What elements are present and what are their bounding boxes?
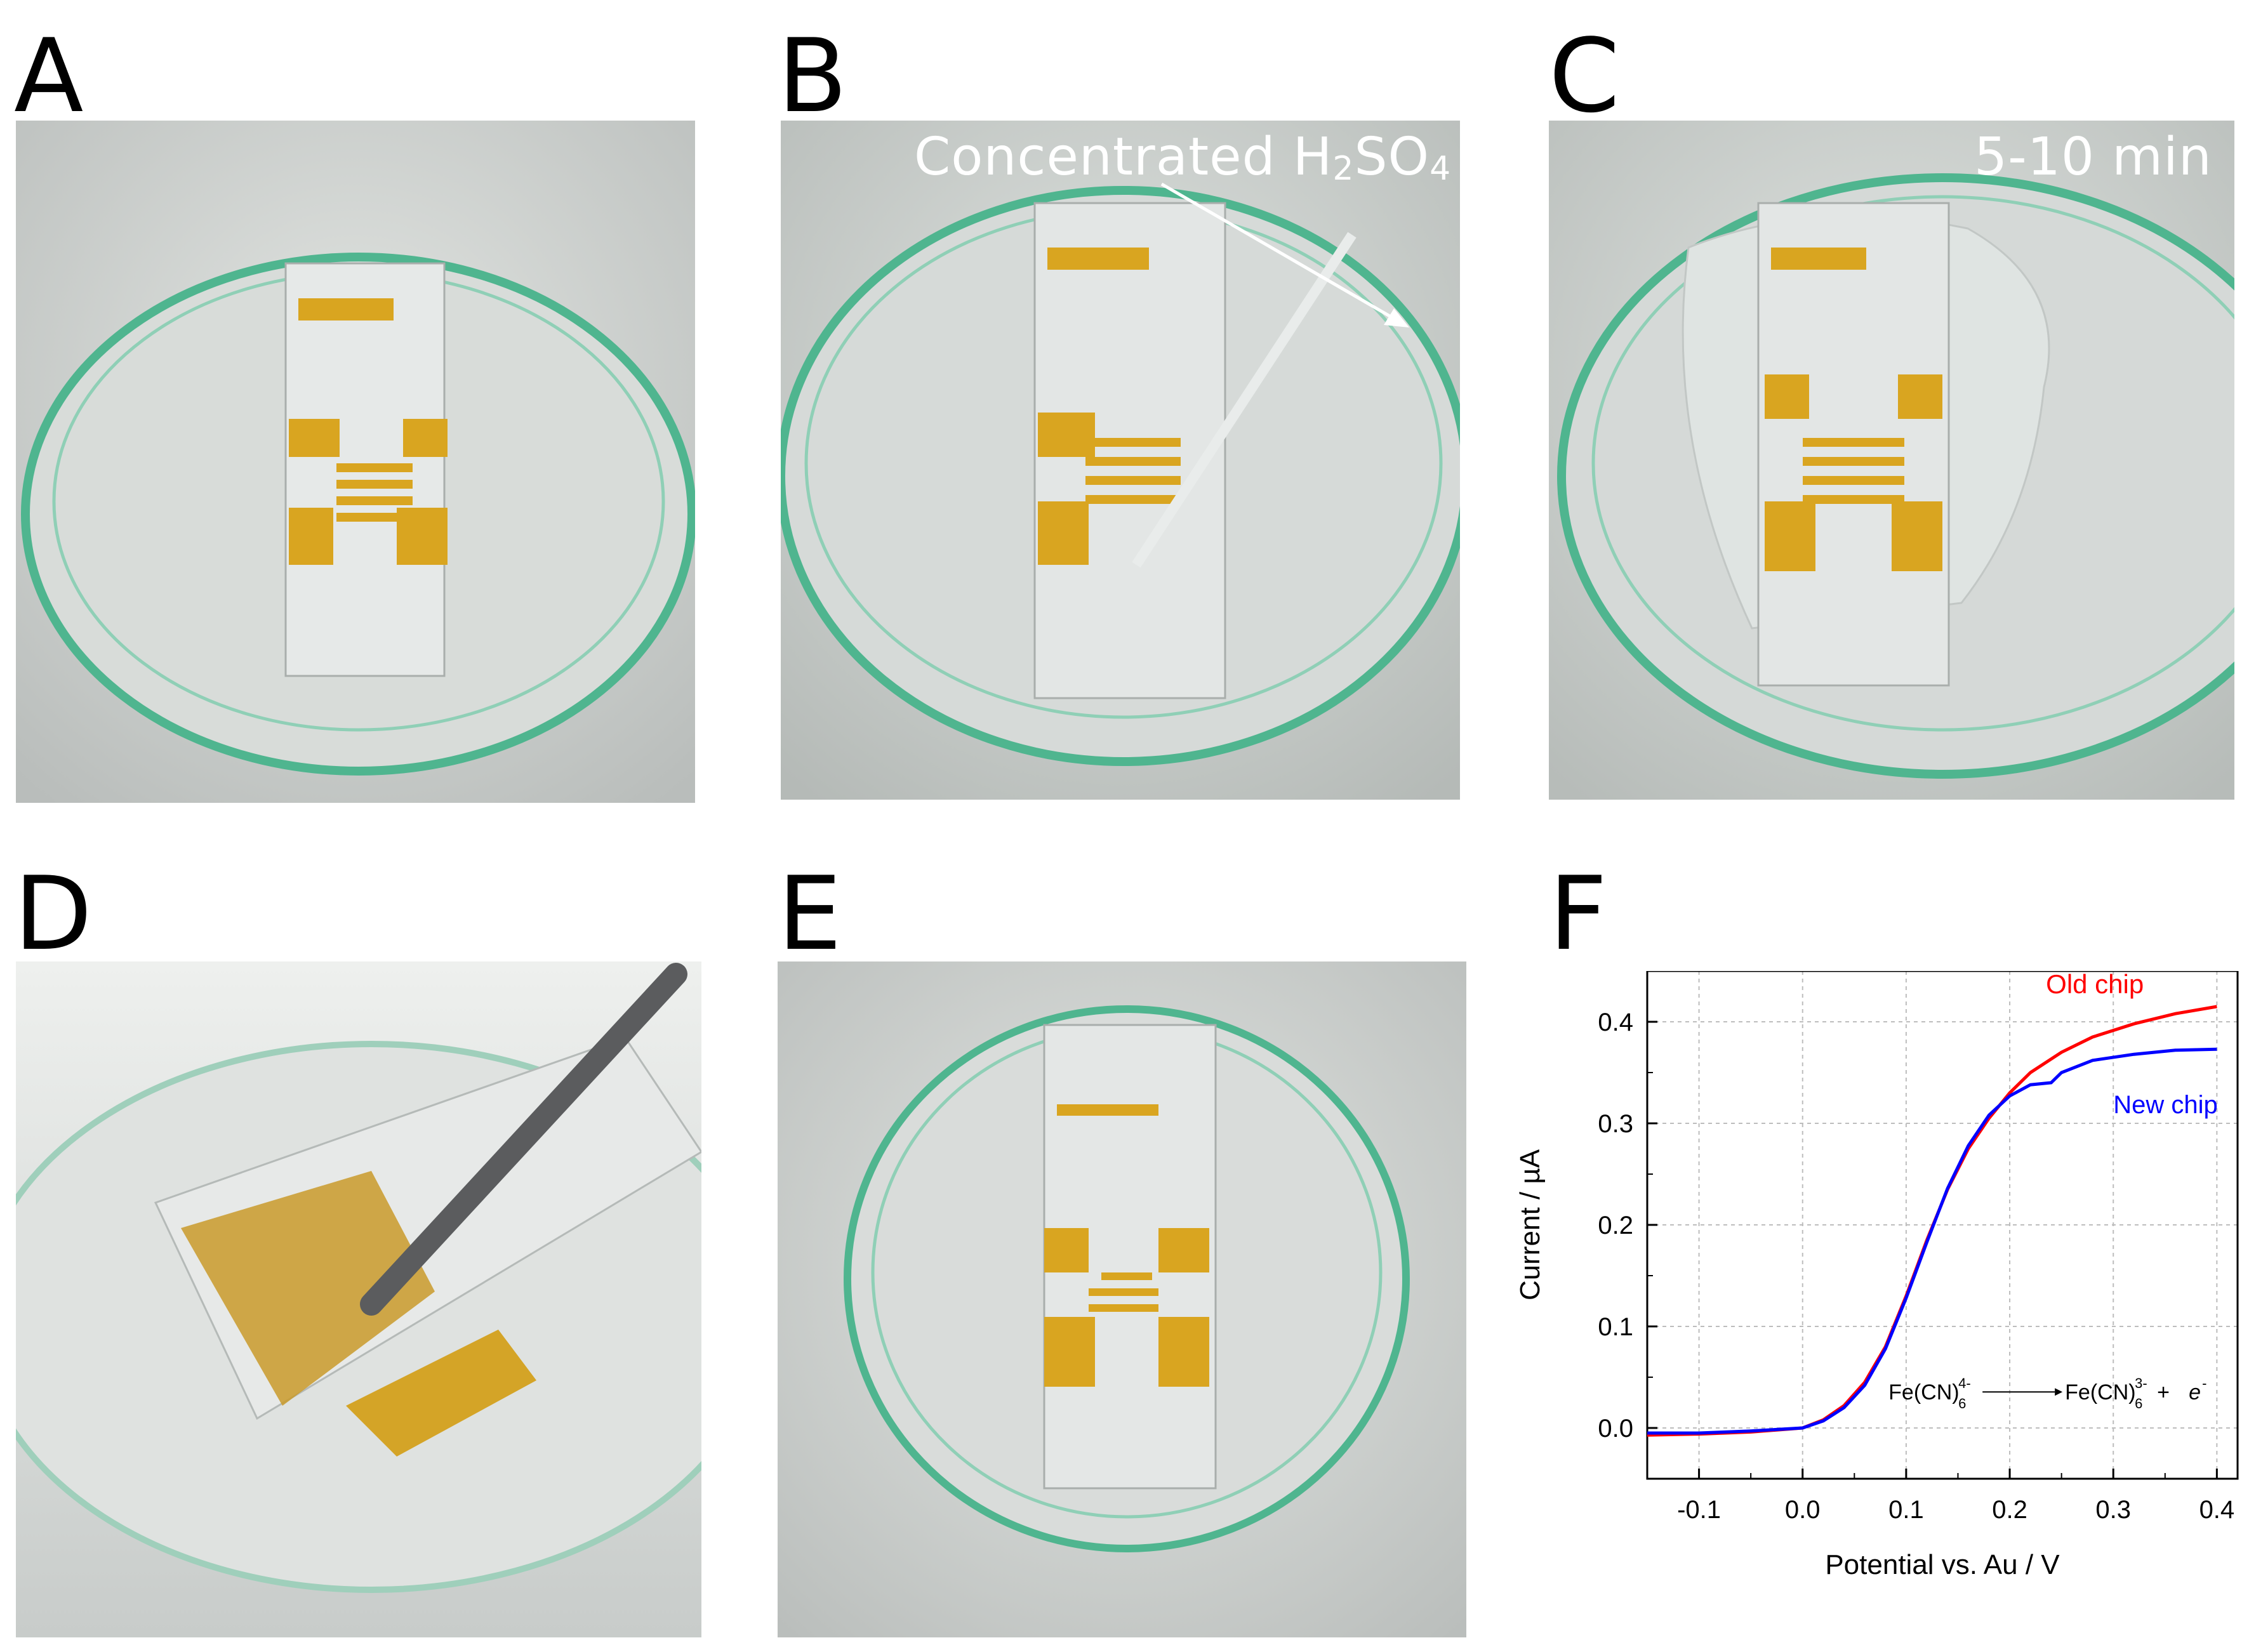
eq-electron: e bbox=[2189, 1380, 2201, 1404]
photo-c-wait: 5-10 min bbox=[1549, 121, 2234, 800]
eq-reactant-sub: 6 bbox=[1958, 1396, 1966, 1411]
panel-label-c: C bbox=[1549, 17, 1620, 135]
eq-plus: + bbox=[2157, 1380, 2170, 1404]
y-tick-label: 0.2 bbox=[1598, 1212, 1633, 1239]
panel-label-e: E bbox=[778, 854, 842, 973]
panel-label-b: B bbox=[778, 17, 847, 135]
panel-label-a: A bbox=[14, 17, 84, 135]
x-tick-label: 0.4 bbox=[2199, 1496, 2235, 1524]
eq-reactant: Fe(CN) bbox=[1888, 1380, 1959, 1404]
chart-panel-f: -0.1 0.0 0.1 0.2 0.3 0.4 0.0 0.1 0.2 0.3 0.4 Poten… bbox=[1485, 969, 2249, 1649]
y-tick-label: 0.3 bbox=[1598, 1110, 1633, 1138]
eq-reactant-sup: 4- bbox=[1958, 1375, 1971, 1391]
series-new-chip bbox=[1647, 1047, 2217, 1435]
x-tick-label: 0.1 bbox=[1888, 1496, 1924, 1524]
eq-arrow-head bbox=[2055, 1388, 2063, 1396]
photo-d-peeling bbox=[16, 961, 701, 1637]
overlay-time: 5-10 min bbox=[1974, 127, 2212, 187]
series-old-chip bbox=[1647, 1005, 2217, 1437]
cv-chart: -0.1 0.0 0.1 0.2 0.3 0.4 0.0 0.1 0.2 0.3 0.4 Poten… bbox=[1515, 969, 2239, 1580]
x-tick-label: 0.3 bbox=[2095, 1496, 2131, 1524]
y-tick-label: 0.1 bbox=[1598, 1313, 1633, 1341]
photo-b-acid-applied: Concentrated H2SO4 bbox=[781, 121, 1460, 800]
y-tick-label: 0.4 bbox=[1598, 1008, 1633, 1036]
eq-product: Fe(CN) bbox=[2065, 1380, 2135, 1404]
eq-electron-sup: - bbox=[2202, 1375, 2206, 1391]
grid-lines bbox=[1647, 971, 2238, 1479]
axis-ticks: -0.1 0.0 0.1 0.2 0.3 0.4 0.0 0.1 0.2 0.3 0.4 bbox=[1598, 970, 2235, 1524]
panel-label-d: D bbox=[14, 854, 93, 973]
y-tick-label: 0.0 bbox=[1598, 1415, 1633, 1443]
x-tick-label: 0.2 bbox=[1992, 1496, 2027, 1524]
photo-a-chip-in-dish bbox=[16, 121, 695, 803]
eq-product-sup: 3- bbox=[2135, 1375, 2147, 1391]
x-axis-label: Potential vs. Au / V bbox=[1825, 1549, 2060, 1580]
eq-product-sub: 6 bbox=[2135, 1396, 2142, 1411]
y-axis-label: Current / µA bbox=[1515, 1149, 1546, 1300]
legend-old-chip: Old chip bbox=[2046, 971, 2144, 999]
series-lines bbox=[1647, 1005, 2217, 1437]
legend-new-chip: New chip bbox=[2113, 1091, 2218, 1119]
x-tick-label: 0.0 bbox=[1785, 1496, 1821, 1524]
x-tick-label: -0.1 bbox=[1677, 1496, 1721, 1524]
photo-e-clean-chip bbox=[778, 961, 1466, 1637]
panel-label-f: F bbox=[1549, 854, 1608, 973]
reaction-equation: Fe(CN)4-6 Fe(CN)3-6 + e- bbox=[1888, 1375, 2206, 1411]
overlay-concentrated-h2so4: Concentrated H2SO4 bbox=[914, 127, 1452, 188]
